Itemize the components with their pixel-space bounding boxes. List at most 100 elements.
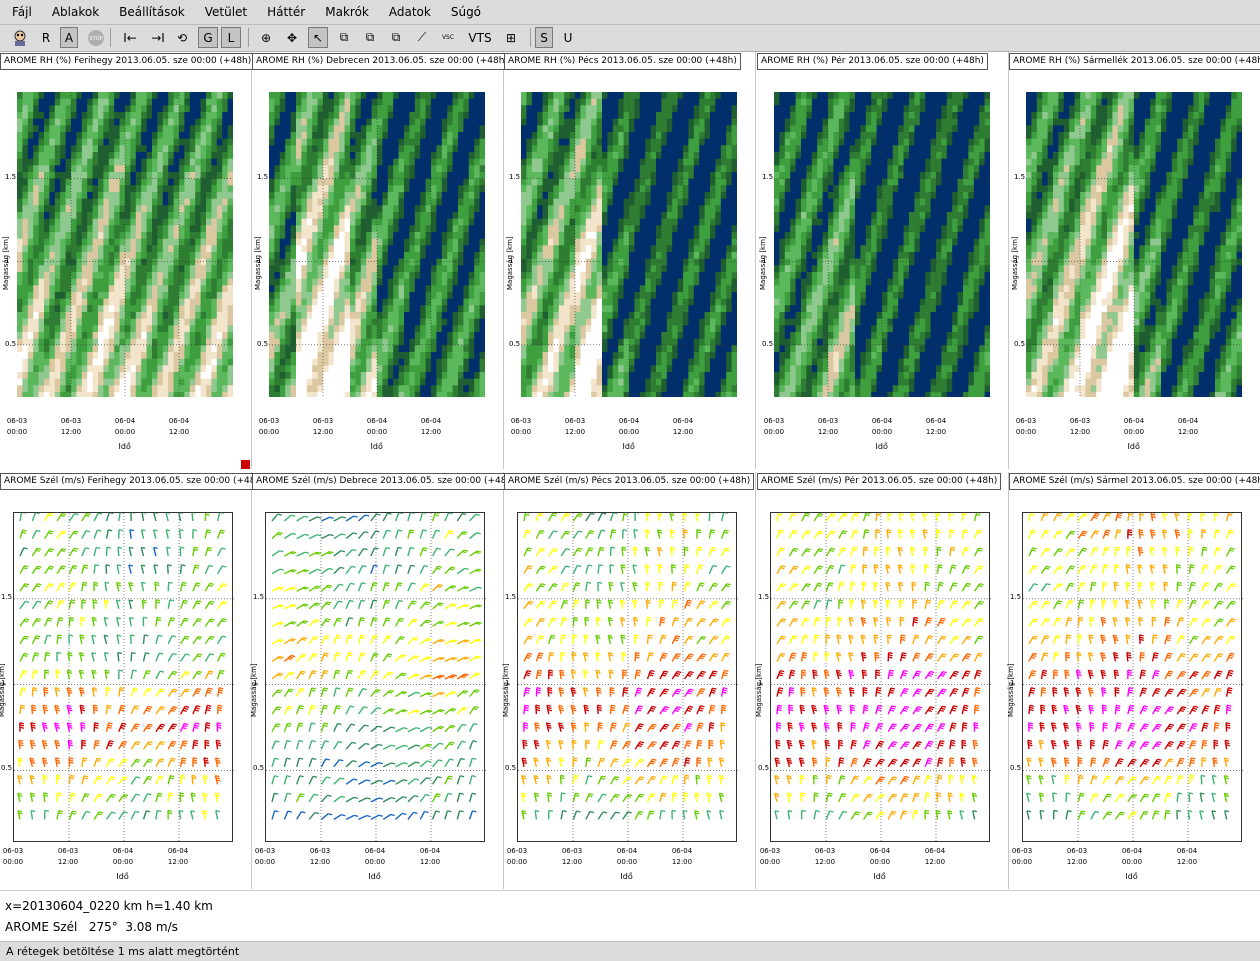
rh-panel-3[interactable]: AROME RH (%) Pécs 2013.06.05. sze 00:00 … <box>504 52 756 469</box>
wind-barb-plot[interactable] <box>770 511 991 843</box>
menu-item[interactable]: Vetület <box>204 5 248 19</box>
step-last-button[interactable]: →I <box>151 30 165 45</box>
rh-panel-title: AROME RH (%) Pér 2013.06.05. sze 00:00 (… <box>757 53 988 70</box>
vts-button[interactable]: VTS <box>468 30 492 45</box>
x-tick-label: 06-03 12:00 <box>1062 846 1092 868</box>
layer1-button[interactable]: ⧉ <box>339 30 349 44</box>
x-tick-label: 06-03 00:00 <box>254 416 284 438</box>
y-tick-label: 0.5 <box>1010 764 1022 773</box>
y-tick-label: 1 <box>5 256 10 265</box>
x-tick-date: 06-03 <box>6 417 28 425</box>
y-tick-label: 1.5 <box>253 592 265 601</box>
y-tick-label: 1 <box>762 256 767 265</box>
wizard-icon[interactable] <box>8 27 32 48</box>
x-tick-label: 06-03 12:00 <box>53 846 83 868</box>
rh-panel-title: AROME RH (%) Ferihegy 2013.06.05. sze 00… <box>0 53 256 70</box>
u-button[interactable]: U <box>563 30 573 45</box>
rh-contour-plot[interactable] <box>1026 92 1243 413</box>
x-tick-label: 06-04 12:00 <box>1173 416 1203 438</box>
x-tick-time: 12:00 <box>57 858 79 866</box>
selected-panel-marker[interactable] <box>241 460 250 469</box>
x-tick-time: 00:00 <box>510 428 532 436</box>
wind-barb-plot[interactable] <box>265 511 486 843</box>
wind-panel-1[interactable]: AROME Szél (m/s) Ferihegy 2013.06.05. sz… <box>0 472 269 889</box>
x-tick-label: 06-03 00:00 <box>1011 416 1041 438</box>
rh-panel-5[interactable]: AROME RH (%) Sármellék 2013.06.05. sze 0… <box>1009 52 1260 469</box>
pan-button[interactable]: ✥ <box>286 30 298 45</box>
l-button[interactable]: L <box>221 27 241 48</box>
x-tick-date: 06-03 <box>510 417 532 425</box>
x-tick-date: 06-03 <box>561 847 583 855</box>
x-tick-date: 06-03 <box>1066 847 1088 855</box>
x-tick-date: 06-04 <box>419 847 441 855</box>
zoom-button[interactable]: ⊕ <box>260 30 272 45</box>
x-tick-time: 12:00 <box>167 858 189 866</box>
rh-contour-plot[interactable] <box>521 92 738 413</box>
x-axis-label: Idő <box>1125 872 1138 881</box>
vsc-button[interactable]: VSC <box>441 34 455 41</box>
s-button[interactable]: S <box>535 27 553 48</box>
rh-contour-plot[interactable] <box>269 92 486 413</box>
x-tick-time: 12:00 <box>561 858 583 866</box>
x-tick-label: 06-04 00:00 <box>867 416 897 438</box>
y-axis-label: Magasság [km] <box>254 236 262 291</box>
wind-panel-title: AROME Szél (m/s) Ferihegy 2013.06.05. sz… <box>0 473 269 490</box>
wind-barb-plot[interactable] <box>517 511 738 843</box>
x-tick-time: 00:00 <box>366 428 388 436</box>
menu-item[interactable]: Fájl <box>12 5 32 19</box>
rh-panel-4[interactable]: AROME RH (%) Pér 2013.06.05. sze 00:00 (… <box>757 52 1009 469</box>
rh-contour-plot[interactable] <box>17 92 234 413</box>
wind-panel-3[interactable]: AROME Szél (m/s) Pécs 2013.06.05. sze 00… <box>502 472 756 889</box>
a-button[interactable]: A <box>60 27 78 48</box>
x-tick-date: 06-04 <box>1176 847 1198 855</box>
x-tick-time: 12:00 <box>1177 428 1199 436</box>
menu-item[interactable]: Ablakok <box>51 5 100 19</box>
x-axis-label: Idő <box>116 872 129 881</box>
pointer-button[interactable]: ↖ <box>308 27 328 48</box>
toolbar-separator <box>248 28 249 47</box>
x-tick-label: 06-03 00:00 <box>2 416 32 438</box>
y-tick-label: 1 <box>1014 256 1019 265</box>
menu-item[interactable]: Háttér <box>267 5 306 19</box>
menu-item[interactable]: Adatok <box>388 5 431 19</box>
x-tick-date: 06-03 <box>817 417 839 425</box>
menubar: Fájl Ablakok Beállítások Vetület Háttér Makró… <box>0 0 1260 25</box>
layer3-button[interactable]: ⧉ <box>391 30 401 44</box>
x-tick-date: 06-03 <box>763 417 785 425</box>
x-tick-date: 06-04 <box>114 417 136 425</box>
x-tick-date: 06-04 <box>1123 417 1145 425</box>
wind-panel-title: AROME Szél (m/s) Pér 2013.06.05. sze 00:… <box>757 473 1002 490</box>
loop-button[interactable]: ⟲ <box>176 30 188 45</box>
step-first-button[interactable]: I← <box>123 30 137 45</box>
x-tick-label: 06-03 12:00 <box>813 416 843 438</box>
g-button[interactable]: G <box>198 27 218 48</box>
menu-item[interactable]: Súgó <box>450 5 482 19</box>
layer2-button[interactable]: ⧉ <box>365 30 375 44</box>
wind-panel-5[interactable]: AROME Szél (m/s) Sármel 2013.06.05. sze … <box>1007 472 1260 889</box>
x-tick-date: 06-03 <box>309 847 331 855</box>
x-tick-date: 06-04 <box>672 417 694 425</box>
y-tick-label: 0.5 <box>5 339 17 348</box>
wind-panel-2[interactable]: AROME Szél (m/s) Debrece 2013.06.05. sze… <box>250 472 520 889</box>
menu-item[interactable]: Beállítások <box>119 5 185 19</box>
x-tick-label: 06-03 12:00 <box>557 846 587 868</box>
y-tick-label: 1 <box>758 678 763 687</box>
wind-barb-plot[interactable] <box>13 511 234 843</box>
line-button[interactable]: ⟋ <box>417 30 427 44</box>
rh-panel-2[interactable]: AROME RH (%) Debrecen 2013.06.05. sze 00… <box>252 52 512 469</box>
x-tick-time: 12:00 <box>671 858 693 866</box>
stop-button[interactable]: STOP <box>86 27 106 48</box>
r-button[interactable]: R <box>41 30 51 45</box>
x-tick-date: 06-03 <box>1011 847 1033 855</box>
y-axis-label: Magasság [km] <box>250 662 258 717</box>
rh-contour-plot[interactable] <box>774 92 991 413</box>
rh-panel-1[interactable]: AROME RH (%) Ferihegy 2013.06.05. sze 00… <box>0 52 256 469</box>
wind-panel-title: AROME Szél (m/s) Debrece 2013.06.05. sze… <box>252 473 520 490</box>
wind-barb-plot[interactable] <box>1022 511 1243 843</box>
toolbar-separator <box>530 28 531 47</box>
station-button[interactable]: ⊞ <box>505 30 517 45</box>
wind-panel-4[interactable]: AROME Szél (m/s) Pér 2013.06.05. sze 00:… <box>755 472 1009 889</box>
y-axis-label: Magasság [km] <box>759 236 767 291</box>
x-tick-time: 00:00 <box>114 428 136 436</box>
menu-item[interactable]: Makrók <box>325 5 369 19</box>
